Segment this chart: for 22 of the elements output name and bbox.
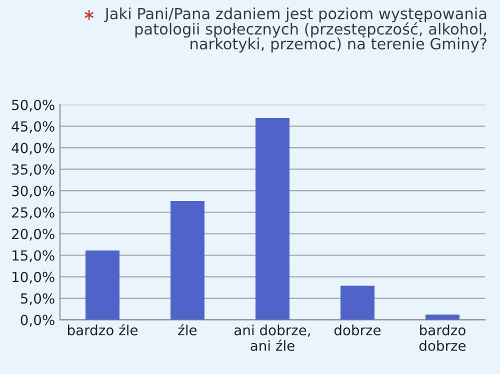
y-tick-label: 10,0%	[12, 272, 54, 284]
chart-title: Jaki Pani/Pana zdaniem jest poziom występowania patologii społecznych (przestępczość, alkohol, narkotyki, przemoc) na terenie Gminy?	[104, 7, 486, 52]
x-tick-label: dobrze	[334, 324, 381, 336]
x-tick-label: bardzo źle	[68, 324, 138, 336]
y-tick-label: 0,0%	[20, 314, 54, 327]
x-tick-label: źle	[178, 324, 197, 336]
y-tick-label: 30,0%	[12, 186, 54, 198]
y-tick-label: 45,0%	[12, 121, 54, 134]
y-tick-label: 40,0%	[12, 142, 54, 155]
y-tick-label: 35,0%	[12, 164, 54, 176]
y-tick-label: 15,0%	[12, 250, 54, 262]
y-tick-label: 5,0%	[20, 293, 54, 306]
bar	[86, 250, 120, 320]
bar	[256, 118, 290, 320]
bar	[340, 286, 374, 320]
y-tick-label: 50,0%	[12, 100, 54, 112]
y-tick-label: 20,0%	[12, 228, 54, 241]
bar	[426, 314, 460, 320]
x-tick-label: bardzo dobrze	[419, 324, 466, 351]
x-tick-label: ani dobrze, ani źle	[234, 324, 310, 351]
y-tick-label: 25,0%	[12, 207, 54, 220]
bar	[170, 201, 204, 320]
